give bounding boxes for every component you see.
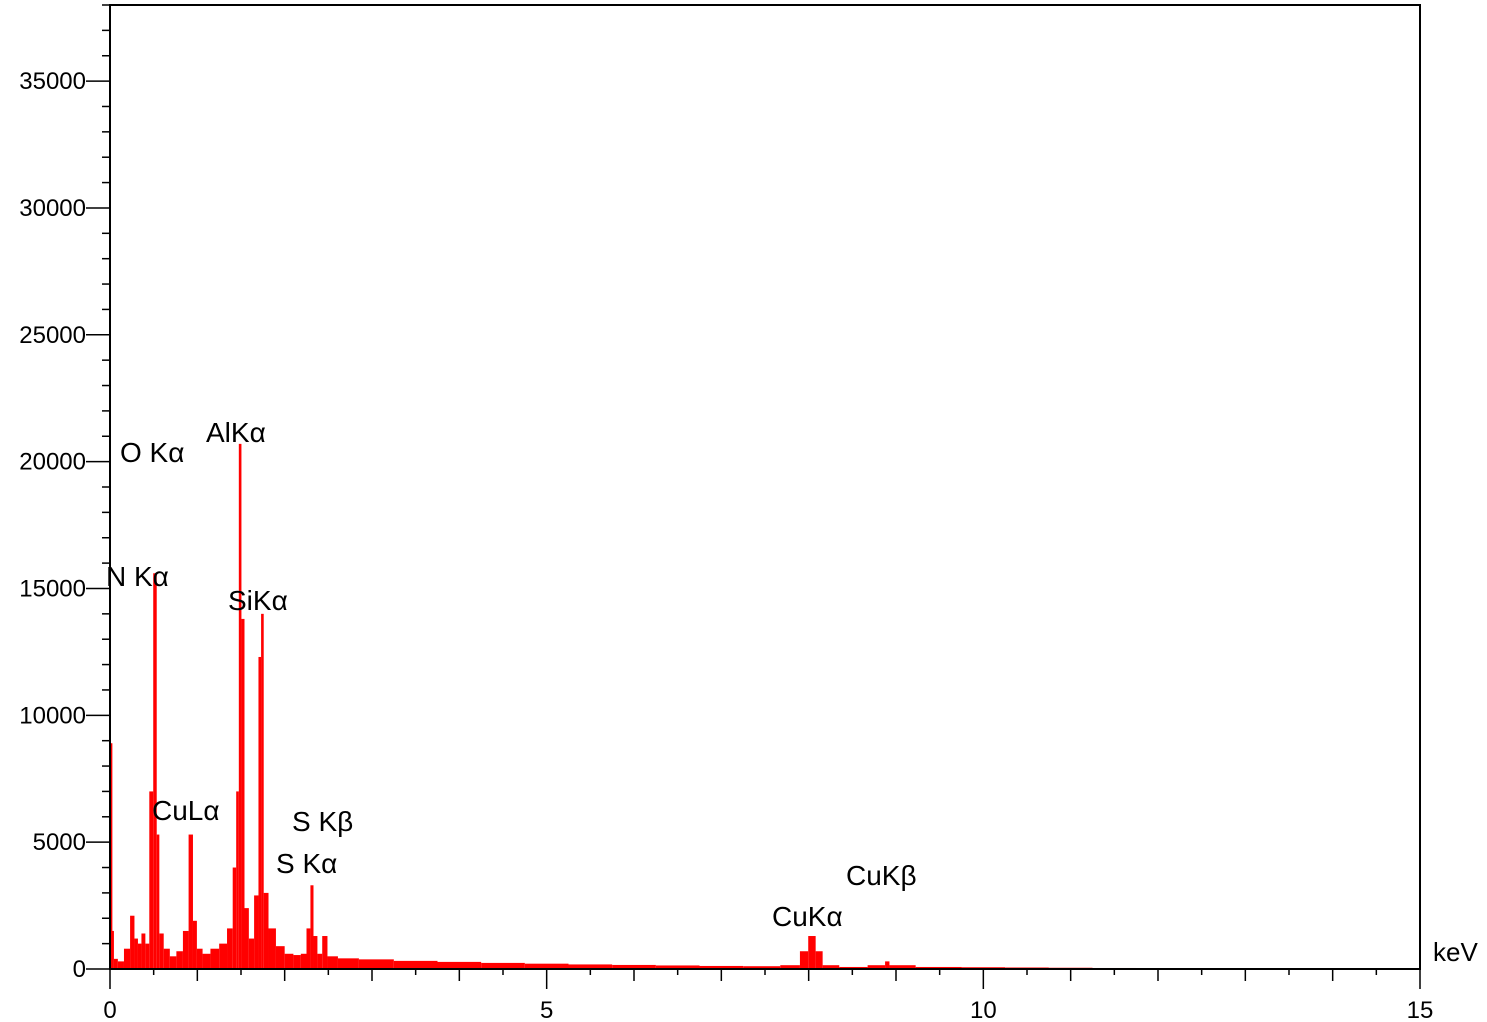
spectrum-bar bbox=[322, 936, 328, 969]
spectrum-bar bbox=[134, 938, 138, 969]
spectrum-bar bbox=[317, 953, 323, 969]
spectrum-bar bbox=[699, 965, 744, 969]
spectrum-bar bbox=[337, 958, 359, 969]
x-tick-label: 10 bbox=[970, 997, 997, 1022]
spectrum-bar bbox=[210, 948, 220, 969]
spectrum-bar bbox=[149, 791, 154, 969]
spectrum-bar bbox=[808, 936, 816, 969]
spectrum-bar bbox=[130, 915, 135, 969]
spectrum-bar bbox=[358, 959, 394, 969]
peak-label: S Kβ bbox=[292, 806, 353, 837]
spectrum-bar bbox=[313, 936, 318, 969]
spectrum-bar bbox=[393, 960, 438, 969]
spectrum-bar bbox=[227, 928, 233, 969]
x-tick-label: 5 bbox=[540, 997, 553, 1022]
spectrum-bar bbox=[284, 953, 294, 969]
spectrum-bar bbox=[568, 964, 613, 969]
spectrum-bar bbox=[248, 938, 255, 969]
spectrum-bar bbox=[110, 743, 113, 969]
spectrum-bar bbox=[293, 955, 301, 969]
spectrum-bar bbox=[238, 443, 242, 970]
spectrum-bar bbox=[437, 961, 482, 969]
spectrum-bar bbox=[815, 951, 823, 969]
spectrum-bar bbox=[306, 928, 311, 969]
spectrum-bar bbox=[169, 956, 177, 969]
peak-label: S Kα bbox=[276, 848, 337, 879]
spectrum-bar bbox=[612, 964, 656, 969]
peak-label: CuKβ bbox=[846, 860, 917, 891]
spectrum-bar bbox=[310, 885, 314, 969]
peak-label: O Kα bbox=[120, 437, 184, 468]
spectrum-bar bbox=[188, 834, 193, 969]
spectrum-bar bbox=[915, 966, 962, 969]
y-tick-label: 10000 bbox=[19, 702, 86, 729]
spectrum-bar bbox=[117, 961, 124, 969]
spectrum-bar bbox=[137, 943, 142, 969]
spectrum-bar bbox=[300, 953, 307, 969]
spectrum-bar bbox=[153, 573, 157, 969]
spectrum-bar bbox=[159, 933, 164, 969]
y-tick-label: 0 bbox=[73, 956, 86, 983]
spectrum-bar bbox=[822, 965, 840, 969]
spectrum-bar bbox=[111, 930, 114, 969]
x-axis: 0 5 10 15 bbox=[103, 969, 1433, 1022]
y-tick-label: 5000 bbox=[33, 829, 86, 856]
spectrum-bar bbox=[232, 867, 237, 969]
y-tick-label: 30000 bbox=[19, 195, 86, 222]
spectrum-bar bbox=[889, 965, 916, 969]
spectrum-bar bbox=[113, 958, 118, 969]
spectrum-bar bbox=[327, 956, 338, 969]
spectrum-bar bbox=[196, 948, 203, 969]
spectrum-bar bbox=[743, 966, 781, 969]
peak-label: AlKα bbox=[206, 417, 266, 448]
peak-label: SiKα bbox=[228, 585, 288, 616]
peak-label: N Kα bbox=[106, 561, 169, 592]
x-tick-label: 0 bbox=[103, 997, 116, 1022]
spectrum-bar bbox=[655, 965, 700, 969]
spectrum-bar bbox=[145, 943, 150, 969]
x-axis-unit-label: keV bbox=[1433, 937, 1478, 967]
spectrum-bar bbox=[202, 953, 211, 969]
spectrum-bar bbox=[236, 791, 239, 969]
y-axis: 0 5000 10000 15000 20000 25000 30000 35000 bbox=[19, 4, 110, 983]
peak-label: CuLα bbox=[152, 795, 220, 826]
spectrum-bar bbox=[780, 965, 800, 969]
y-tick-label: 25000 bbox=[19, 322, 86, 349]
spectrum-bar bbox=[261, 613, 264, 969]
x-tick-label: 15 bbox=[1407, 997, 1434, 1022]
spectrum-bar bbox=[123, 948, 131, 969]
spectrum-series bbox=[110, 443, 1237, 970]
spectrum-bar bbox=[241, 618, 245, 969]
spectrum-bar bbox=[192, 920, 197, 969]
spectrum-bar bbox=[885, 961, 890, 969]
peak-label: CuKα bbox=[772, 901, 843, 932]
spectrum-bar bbox=[275, 946, 285, 969]
y-tick-label: 20000 bbox=[19, 449, 86, 476]
spectrum-bar bbox=[219, 943, 228, 969]
spectrum-bar bbox=[258, 656, 262, 969]
spectrum-bar bbox=[839, 966, 868, 969]
spectrum-bar bbox=[799, 951, 809, 969]
spectrum-bar bbox=[163, 948, 170, 969]
spectrum-bar bbox=[268, 928, 276, 969]
spectrum-bar bbox=[141, 933, 146, 969]
y-tick-label: 15000 bbox=[19, 575, 86, 602]
y-tick-label: 35000 bbox=[19, 68, 86, 95]
spectrum-bar bbox=[524, 963, 569, 969]
spectrum-bar bbox=[263, 892, 269, 969]
spectrum-bar bbox=[254, 895, 259, 969]
spectrum-bar bbox=[176, 951, 183, 969]
spectrum-bar bbox=[867, 965, 886, 969]
spectrum-bar bbox=[182, 930, 189, 969]
spectrum-bar bbox=[156, 834, 160, 969]
spectrum-bar bbox=[244, 908, 249, 969]
spectrum-bar bbox=[481, 962, 525, 969]
